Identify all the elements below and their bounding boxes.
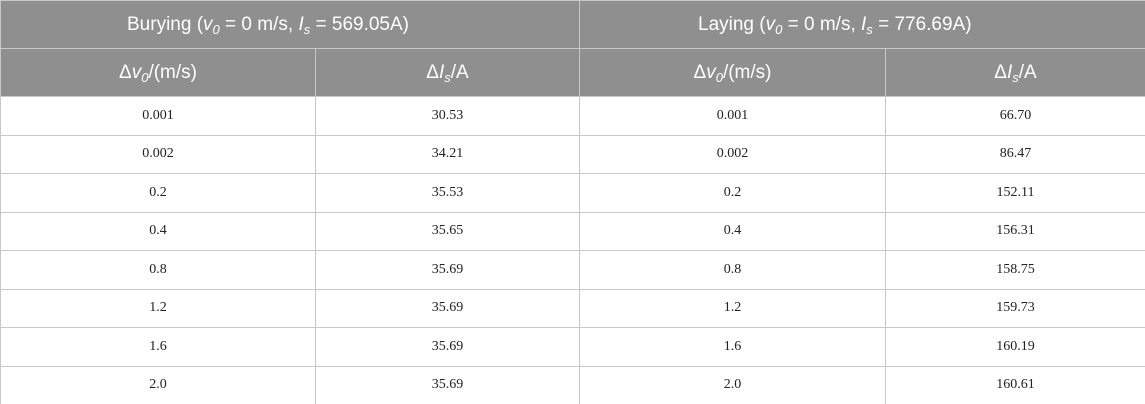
table-cell: 2.0: [0, 365, 316, 404]
table-cell: 35.53: [315, 173, 580, 213]
text: v: [765, 13, 776, 35]
table-cell: 1.2: [579, 288, 886, 328]
group-header: Burying (v0 = 0 m/s, Is = 569.05A): [0, 0, 580, 49]
group-header-row: Burying (v0 = 0 m/s, Is = 569.05A) Layin…: [0, 0, 1145, 49]
table-cell: 0.001: [579, 96, 886, 136]
text: Δ: [426, 61, 439, 83]
text: /(m/s): [148, 61, 197, 83]
table-body: 0.001 30.53 0.001 66.70 0.002 34.21 0.002 86.47…: [0, 96, 1145, 404]
table-cell: 159.73: [884, 288, 1145, 328]
text: Δ: [693, 61, 707, 83]
column-header-row: Δv0/(m/s) ΔIs/A Δv0/(m/s) ΔIs/A: [0, 48, 1145, 97]
text: s: [303, 21, 311, 37]
table-row: 0.2 35.53 0.2 152.11: [0, 173, 1145, 213]
column-header: ΔIs/A: [315, 48, 580, 97]
text: = 776.69A): [872, 13, 972, 35]
table-cell: 158.75: [884, 250, 1145, 290]
table-cell: 86.47: [884, 134, 1145, 174]
column-header: ΔIs/A: [884, 48, 1145, 97]
table-cell: 156.31: [884, 211, 1145, 251]
text: /(m/s): [722, 61, 772, 83]
table-cell: 1.6: [0, 327, 316, 367]
table-cell: 0.2: [579, 173, 886, 213]
text: Laying (: [698, 13, 766, 35]
table-cell: 1.6: [579, 327, 886, 367]
text: v: [706, 61, 716, 83]
text: /A: [1018, 61, 1037, 83]
table-cell: 0.4: [0, 211, 316, 251]
table-cell: 66.70: [884, 96, 1145, 136]
table-cell: 0.002: [0, 134, 316, 174]
table-cell: 0.002: [579, 134, 886, 174]
table-cell: 0.4: [579, 211, 886, 251]
text: = 0 m/s,: [782, 13, 862, 35]
text: = 0 m/s,: [219, 13, 299, 35]
column-header: Δv0/(m/s): [579, 48, 886, 97]
text: 0: [715, 69, 723, 85]
table-cell: 160.61: [884, 365, 1145, 404]
table-row: 1.6 35.69 1.6 160.19: [0, 327, 1145, 367]
text: Δ: [119, 61, 132, 83]
text: 0: [141, 69, 149, 85]
table-cell: 2.0: [579, 365, 886, 404]
table-row: 1.2 35.69 1.2 159.73: [0, 288, 1145, 328]
text: v: [131, 61, 142, 83]
table-row: 2.0 35.69 2.0 160.61: [0, 365, 1145, 404]
text: s: [866, 21, 873, 37]
table-cell: 35.69: [315, 250, 580, 290]
text: 0: [212, 21, 220, 37]
table-cell: 0.001: [0, 96, 316, 136]
table-cell: 34.21: [315, 134, 580, 174]
table-row: 0.4 35.65 0.4 156.31: [0, 211, 1145, 251]
text: s: [444, 69, 451, 85]
text: s: [1012, 69, 1019, 85]
table-cell: 35.69: [315, 365, 580, 404]
table-cell: 35.69: [315, 288, 580, 328]
table-cell: 35.65: [315, 211, 580, 251]
text: I: [1006, 61, 1013, 83]
table-cell: 30.53: [315, 96, 580, 136]
text: /A: [450, 61, 469, 83]
text: 0: [775, 21, 783, 37]
text: I: [438, 61, 445, 83]
table-cell: 0.2: [0, 173, 316, 213]
table-cell: 0.8: [0, 250, 316, 290]
table-cell: 160.19: [884, 327, 1145, 367]
table-row: 0.002 34.21 0.002 86.47: [0, 134, 1145, 174]
group-header: Laying (v0 = 0 m/s, Is = 776.69A): [578, 0, 1145, 49]
column-header: Δv0/(m/s): [0, 48, 316, 97]
table-cell: 35.69: [315, 327, 580, 367]
text: Burying (: [127, 13, 204, 35]
text: Δ: [994, 61, 1007, 83]
text: = 569.05A): [310, 13, 409, 35]
table-cell: 152.11: [884, 173, 1145, 213]
text: I: [298, 13, 304, 35]
text: v: [203, 13, 213, 35]
table-row: 0.001 30.53 0.001 66.70: [0, 96, 1145, 136]
table-cell: 0.8: [579, 250, 886, 290]
table-row: 0.8 35.69 0.8 158.75: [0, 250, 1145, 290]
table-cell: 1.2: [0, 288, 316, 328]
text: I: [861, 13, 867, 35]
